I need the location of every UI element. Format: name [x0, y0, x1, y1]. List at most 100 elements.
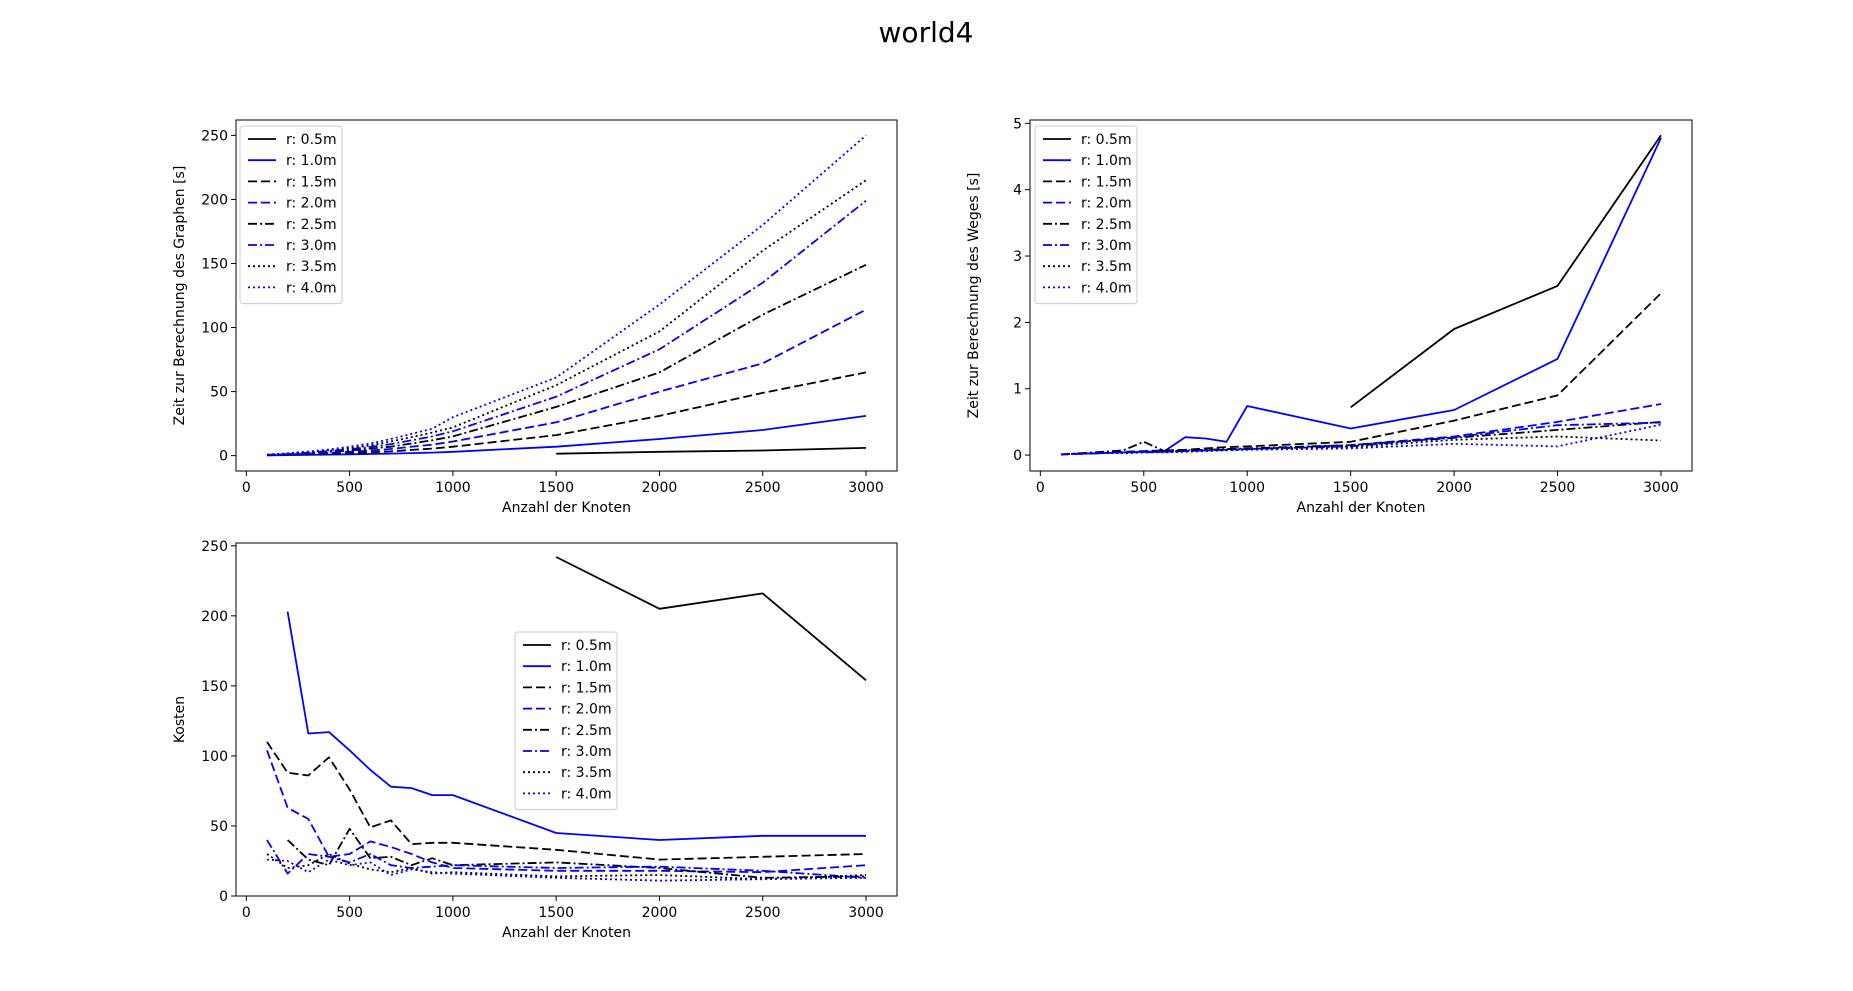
legend: r: 0.5m r: 1.0m r: 1.5m r: 2.0m r: 2.5m r: 3.… [514, 631, 618, 811]
series-line-3 [1060, 292, 1662, 456]
legend-label: r: 1.5m [561, 680, 612, 696]
y-tick-label: 100 [201, 749, 228, 765]
y-tick-label: 4 [1013, 183, 1022, 199]
legend-label: r: 4.0m [286, 280, 337, 296]
legend-label: r: 2.5m [1081, 217, 1132, 233]
series-line-8 [266, 858, 867, 882]
y-tick-label: 0 [1013, 448, 1022, 464]
y-tick-label: 50 [210, 819, 228, 835]
legend-label: r: 2.5m [286, 217, 337, 233]
legend-label: r: 2.5m [561, 723, 612, 739]
axes-frame [235, 119, 898, 472]
legend-label: r: 2.0m [561, 702, 612, 718]
series-line-4 [266, 749, 867, 874]
series-line-1 [1350, 134, 1662, 409]
legend-label: r: 1.0m [1081, 153, 1132, 169]
legend-label: r: 0.5m [286, 132, 337, 148]
legend-label: r: 1.5m [286, 174, 337, 190]
x-axis-label: Anzahl der Knoten [502, 500, 631, 516]
y-tick-label: 50 [210, 385, 228, 401]
subplot-3: 0 500 1000 1500 2000 2500 3000 0 50 100 150 200 250 A… [172, 539, 898, 941]
y-axis-label: Zeit zur Berechnung des Weges [s] [966, 173, 982, 419]
x-axis-label: Anzahl der Knoten [502, 925, 631, 941]
x-tick-label: 1500 [538, 480, 574, 496]
x-tick-label: 3000 [848, 480, 884, 496]
series-group [1060, 134, 1662, 456]
y-tick-label: 150 [201, 679, 228, 695]
series-line-3 [266, 371, 867, 457]
legend-label: r: 3.5m [1081, 259, 1132, 275]
legend: r: 0.5m r: 1.0m r: 1.5m r: 2.0m r: 2.5m r: 3.… [239, 125, 343, 305]
series-line-5 [266, 263, 867, 456]
series-line-7 [266, 179, 867, 456]
x-axis-label: Anzahl der Knoten [1297, 500, 1426, 516]
y-tick-label: 150 [201, 256, 228, 272]
legend-box [1034, 125, 1138, 305]
legend: r: 0.5m r: 1.0m r: 1.5m r: 2.0m r: 2.5m r: 3.… [1034, 125, 1138, 305]
y-tick-label: 100 [201, 321, 228, 337]
y-axis-label: Kosten [172, 696, 188, 743]
series-group [266, 556, 867, 882]
series-line-8 [266, 134, 867, 456]
series-line-2 [1081, 137, 1662, 455]
x-tick-label: 2500 [745, 905, 781, 921]
x-tick-label: 2500 [1540, 480, 1576, 496]
series-line-6 [266, 199, 867, 456]
legend-label: r: 2.0m [286, 196, 337, 212]
x-tick-label: 0 [242, 480, 251, 496]
y-tick-label: 200 [201, 192, 228, 208]
series-line-5 [286, 827, 867, 879]
x-tick-label: 500 [336, 480, 363, 496]
series-line-4 [266, 308, 867, 456]
y-tick-label: 250 [201, 128, 228, 144]
legend-label: r: 3.5m [561, 765, 612, 781]
x-tick-label: 0 [242, 905, 251, 921]
subplot-1: 0 500 1000 1500 2000 2500 3000 0 50 100 150 200 250 A… [172, 119, 898, 516]
series-line-7 [1060, 435, 1662, 456]
figure-title: world4 [879, 16, 974, 49]
x-tick-label: 2500 [745, 480, 781, 496]
x-tick-label: 1000 [435, 905, 471, 921]
x-tick-label: 1500 [1333, 480, 1369, 496]
legend-label: r: 1.5m [1081, 174, 1132, 190]
x-tick-label: 3000 [848, 905, 884, 921]
x-tick-label: 500 [1130, 480, 1157, 496]
axes-frame [1029, 119, 1693, 472]
x-tick-label: 0 [1036, 480, 1045, 496]
series-group [266, 134, 867, 457]
series-line-6 [1060, 421, 1662, 456]
legend-label: r: 1.0m [561, 659, 612, 675]
legend-label: r: 4.0m [561, 786, 612, 802]
legend-label: r: 4.0m [1081, 280, 1132, 296]
legend-label: r: 3.5m [286, 259, 337, 275]
y-axis-label: Zeit zur Berechnung des Graphen [s] [172, 166, 188, 426]
subplot-2: 0 500 1000 1500 2000 2500 3000 0 1 2 3 4 5 Anzahl der… [966, 116, 1693, 516]
legend-label: r: 2.0m [1081, 196, 1132, 212]
y-tick-label: 2 [1013, 315, 1022, 331]
y-tick-label: 1 [1013, 382, 1022, 398]
axes-frame [235, 542, 898, 897]
y-tick-label: 0 [219, 889, 228, 905]
legend-label: r: 3.0m [561, 744, 612, 760]
series-line-2 [286, 611, 866, 841]
legend-label: r: 0.5m [1081, 132, 1132, 148]
y-tick-label: 0 [219, 449, 228, 465]
legend-label: r: 0.5m [561, 638, 612, 654]
x-tick-label: 1000 [1229, 480, 1265, 496]
legend-label: r: 1.0m [286, 153, 337, 169]
series-line-6 [266, 839, 867, 879]
y-tick-label: 3 [1013, 249, 1022, 265]
legend-label: r: 3.0m [1081, 238, 1132, 254]
y-tick-label: 5 [1013, 116, 1022, 132]
x-tick-label: 1000 [435, 480, 471, 496]
x-tick-label: 2000 [642, 905, 678, 921]
x-tick-label: 2000 [642, 480, 678, 496]
x-tick-label: 2000 [1436, 480, 1472, 496]
series-line-1 [555, 556, 867, 681]
series-line-1 [556, 447, 867, 455]
x-tick-label: 3000 [1643, 480, 1679, 496]
x-tick-label: 500 [336, 905, 363, 921]
legend-box [514, 631, 618, 811]
